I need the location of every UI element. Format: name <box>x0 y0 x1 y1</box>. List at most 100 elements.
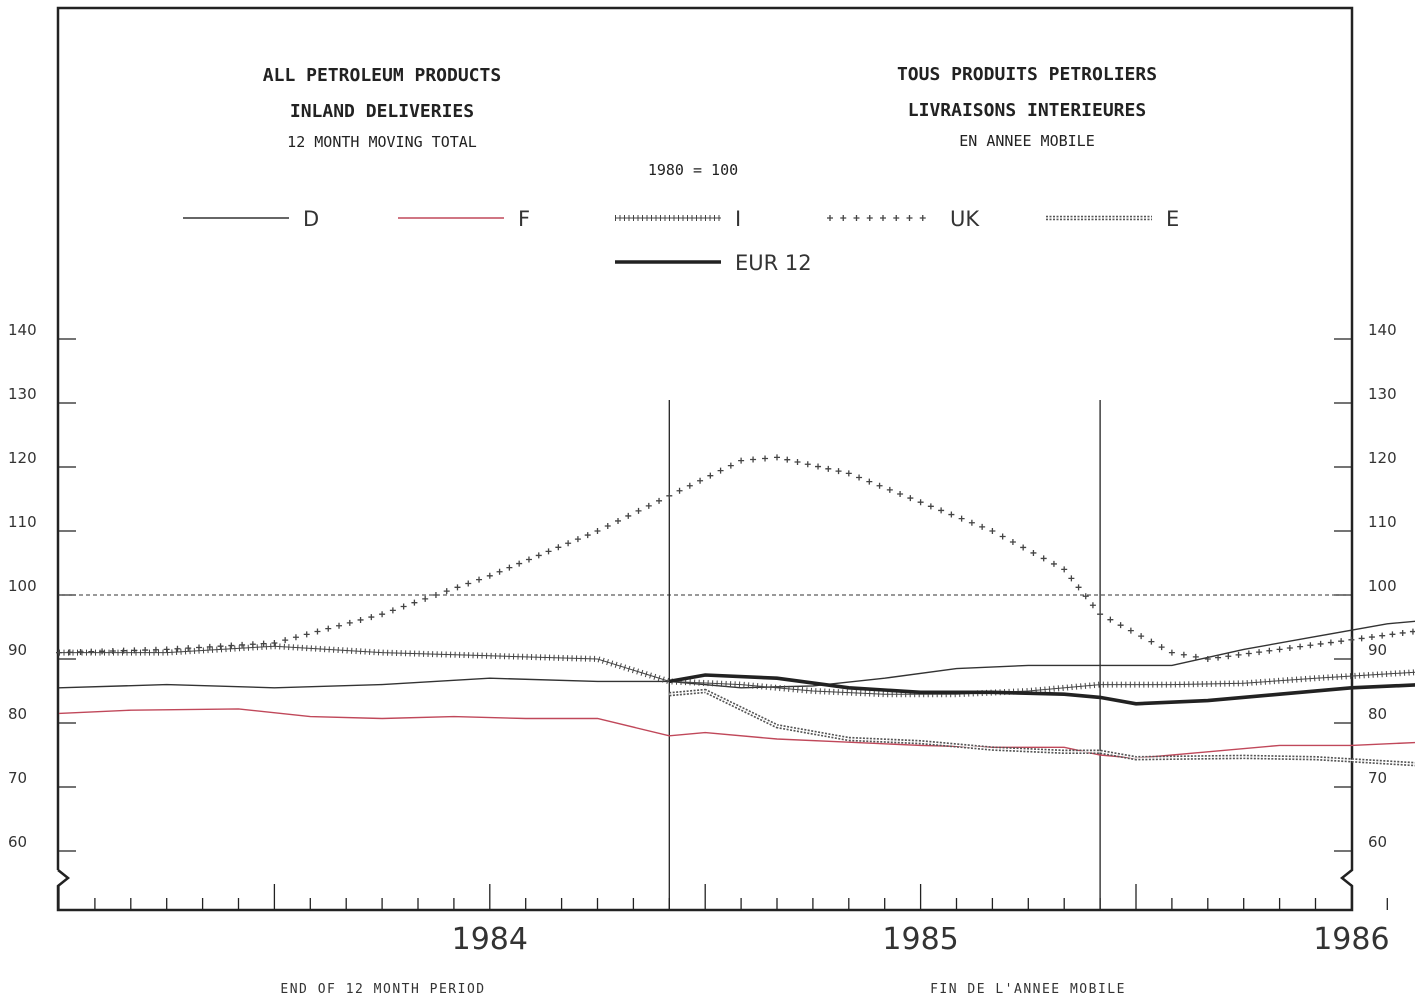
series-eur-12 <box>668 673 1415 706</box>
uk-marker <box>206 643 213 650</box>
uk-marker <box>56 649 62 656</box>
uk-marker <box>88 648 95 655</box>
uk-marker <box>422 595 429 602</box>
uk-marker <box>727 462 734 469</box>
uk-marker <box>1276 646 1283 653</box>
uk-marker <box>1204 656 1211 662</box>
legend-item-i: I <box>615 207 741 231</box>
legend-item-eur-12: EUR 12 <box>615 251 812 275</box>
uk-marker <box>476 576 483 583</box>
uk-marker <box>1266 647 1273 654</box>
series-f <box>58 708 1415 759</box>
legend-label: EUR 12 <box>735 251 812 275</box>
uk-marker <box>336 622 343 629</box>
y-tick-label-left: 110 <box>8 513 37 531</box>
uk-marker <box>411 599 418 606</box>
uk-marker <box>516 560 523 567</box>
uk-marker <box>666 492 673 499</box>
uk-marker <box>856 474 863 481</box>
uk-marker <box>1215 654 1222 661</box>
uk-marker <box>303 631 310 638</box>
note-fr: EN ANNEE MOBILE <box>959 132 1094 150</box>
y-tick-label-right: 140 <box>1368 321 1397 339</box>
legend-label: I <box>735 207 741 231</box>
series-line <box>58 620 1415 689</box>
uk-marker <box>738 457 745 464</box>
uk-marker <box>1379 632 1386 639</box>
y-tick-label-right: 80 <box>1368 705 1387 723</box>
uk-marker <box>454 584 461 591</box>
uk-marker <box>152 646 159 653</box>
uk-marker <box>1358 635 1365 642</box>
base-year-label: 1980 = 100 <box>648 161 738 179</box>
uk-marker <box>228 642 235 649</box>
uk-marker <box>1192 653 1199 660</box>
uk-marker <box>1348 636 1355 643</box>
uk-marker <box>109 648 116 654</box>
uk-marker <box>938 507 945 514</box>
y-tick-label-right: 120 <box>1368 449 1397 467</box>
uk-marker <box>465 580 472 587</box>
uk-marker <box>927 503 934 510</box>
legend-item-d: D <box>183 207 319 231</box>
legend-uk-marker <box>840 215 847 221</box>
uk-marker <box>1338 638 1345 645</box>
uk-marker <box>496 568 503 575</box>
y-tick-label-right: 130 <box>1368 385 1397 403</box>
y-tick-label-left: 140 <box>8 321 37 339</box>
uk-marker <box>948 511 955 518</box>
uk-marker <box>1256 649 1263 656</box>
uk-marker <box>486 572 493 579</box>
uk-marker <box>545 548 552 555</box>
y-tick-label-left: 130 <box>8 385 37 403</box>
uk-marker <box>271 640 278 646</box>
legend-label: D <box>303 207 319 231</box>
uk-marker <box>555 544 562 551</box>
x-axis-label-en: END OF 12 MONTH PERIOD <box>280 982 485 997</box>
uk-marker <box>707 472 714 479</box>
uk-marker <box>635 507 642 514</box>
x-axis-label-fr: FIN DE L'ANNEE MOBILE <box>930 982 1126 997</box>
series-line <box>669 688 1415 767</box>
y-tick-label-left: 120 <box>8 449 37 467</box>
series-line <box>59 645 1415 695</box>
uk-marker <box>907 495 914 502</box>
uk-marker <box>1097 611 1104 618</box>
uk-marker <box>1107 616 1114 623</box>
y-tick-label-left: 100 <box>8 577 37 595</box>
uk-marker <box>750 456 757 463</box>
uk-marker <box>249 641 256 648</box>
uk-marker <box>565 540 572 547</box>
uk-marker <box>1180 651 1187 658</box>
uk-marker <box>1020 544 1027 551</box>
uk-marker <box>615 517 622 524</box>
legend-uk-marker <box>893 215 900 221</box>
uk-marker <box>876 482 883 489</box>
uk-marker <box>99 648 106 655</box>
uk-marker <box>1009 538 1016 545</box>
uk-marker <box>645 502 652 509</box>
uk-marker <box>989 528 996 534</box>
uk-marker <box>968 519 975 526</box>
title-fr: TOUS PRODUITS PETROLIERS <box>897 64 1157 85</box>
uk-marker <box>1409 628 1415 635</box>
uk-marker <box>1082 593 1089 600</box>
legend-uk-marker <box>880 215 886 221</box>
uk-marker <box>142 647 149 654</box>
uk-marker <box>66 649 73 656</box>
uk-marker <box>1399 629 1406 636</box>
uk-marker <box>958 515 965 522</box>
uk-marker <box>866 478 873 485</box>
uk-marker <box>774 454 780 461</box>
uk-marker <box>676 487 683 494</box>
uk-marker <box>794 458 801 465</box>
x-tick-label: 1984 <box>452 922 528 957</box>
uk-marker <box>325 625 332 632</box>
uk-marker <box>815 463 822 470</box>
uk-marker <box>825 465 832 472</box>
uk-marker <box>314 628 321 635</box>
y-tick-label-left: 90 <box>8 641 27 659</box>
uk-marker <box>1327 639 1334 646</box>
uk-marker <box>1050 560 1057 567</box>
axes: 60 60 70 70 80 80 90 90 100 100 110 110 120 120 130 130… <box>8 321 1397 957</box>
